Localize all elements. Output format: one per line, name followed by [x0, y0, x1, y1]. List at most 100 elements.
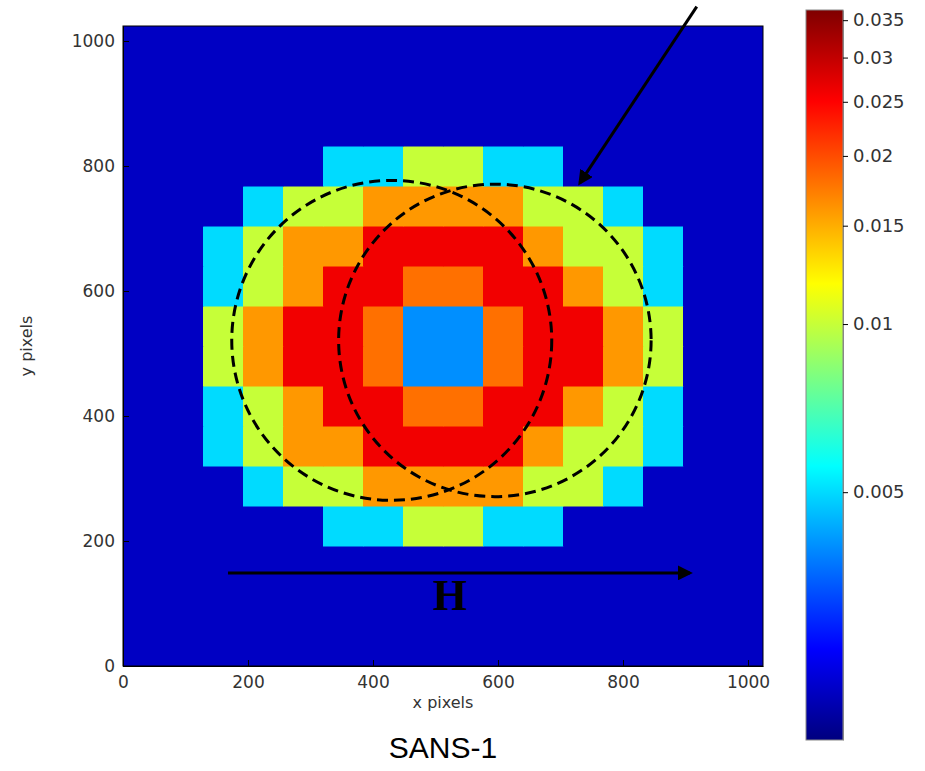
heatmap-cell [243, 26, 284, 67]
heatmap-cell [163, 586, 204, 627]
tick: 400 [83, 406, 129, 426]
heatmap-cell [363, 586, 404, 627]
heatmap-cell [723, 106, 763, 147]
heatmap-cell [403, 106, 444, 147]
heatmap-cell [323, 66, 364, 107]
tick: 0.015 [843, 215, 905, 236]
tick-mark [843, 58, 848, 59]
heatmap-cell [203, 586, 244, 627]
heatmap-cell [523, 346, 564, 387]
axis-line [843, 11, 844, 741]
tick-mark [843, 156, 848, 157]
tick-mark [498, 660, 499, 666]
heatmap-cell [123, 466, 164, 507]
heatmap-cell [123, 266, 164, 307]
annotation: H [433, 571, 467, 620]
heatmap-cell [283, 266, 324, 307]
heatmap-cell [523, 626, 564, 666]
heatmap-cell [283, 506, 324, 547]
heatmap-cell [203, 386, 244, 427]
heatmap-cell [323, 226, 364, 267]
heatmap-cell [723, 466, 763, 507]
heatmap-cell [163, 266, 204, 307]
tick-mark [843, 226, 848, 227]
heatmap-cell [603, 546, 644, 587]
heatmap-cell [483, 346, 524, 387]
heatmap-cell [483, 226, 524, 267]
x-axis-title: x pixels [413, 693, 474, 712]
heatmap-cell [483, 466, 524, 507]
tick: 0.02 [843, 145, 893, 166]
heatmap-cell [203, 306, 244, 347]
heatmap-cell [643, 66, 684, 107]
tick: 600 [482, 660, 514, 692]
heatmap-cell [523, 106, 564, 147]
heatmap-cell [643, 506, 684, 547]
tick-label: 1000 [72, 31, 115, 51]
heatmap-cell [403, 226, 444, 267]
heatmap-cell [403, 426, 444, 467]
heatmap-cell [363, 626, 404, 666]
heatmap-cell [483, 546, 524, 587]
heatmap-cell [683, 346, 724, 387]
heatmap-cell [523, 506, 564, 547]
heatmap-cells [123, 26, 763, 666]
heatmap-cell [323, 626, 364, 666]
heatmap-cell [563, 106, 604, 147]
heatmap-cell [603, 226, 644, 267]
heatmap-cell [723, 546, 763, 587]
heatmap-cell [563, 546, 604, 587]
heatmap-cell [723, 226, 763, 267]
tick-mark [123, 416, 129, 417]
heatmap-cell [243, 386, 284, 427]
heatmap-cell [323, 506, 364, 547]
heatmap-cell [283, 386, 324, 427]
heatmap-cell [283, 626, 324, 666]
heatmap-cell [123, 66, 164, 107]
heatmap-cell [523, 306, 564, 347]
heatmap-cell [443, 226, 484, 267]
heatmap-cell [163, 26, 204, 67]
heatmap-cell [643, 386, 684, 427]
tick-label: 400 [83, 406, 115, 426]
heatmap-cell [603, 626, 644, 666]
heatmap-cell [563, 586, 604, 627]
heatmap-cell [563, 386, 604, 427]
axis-line [123, 27, 124, 667]
heatmap-cell [643, 426, 684, 467]
heatmap-cell [163, 386, 204, 427]
tick: 0.03 [843, 47, 893, 68]
heatmap-cell [483, 186, 524, 227]
heatmap-cell [643, 546, 684, 587]
tick: 400 [357, 660, 389, 692]
heatmap-cell [163, 186, 204, 227]
heatmap-cell [123, 146, 164, 187]
heatmap-cell [723, 26, 763, 67]
heatmap-cell [683, 386, 724, 427]
heatmap-cell [203, 266, 244, 307]
heatmap-cell [123, 306, 164, 347]
heatmap-cell [363, 386, 404, 427]
heatmap-cell [443, 26, 484, 67]
heatmap-cell [203, 226, 244, 267]
heatmap-cell [363, 106, 404, 147]
heatmap-cell [483, 106, 524, 147]
heatmap-cell [283, 146, 324, 187]
heatmap-cell [723, 426, 763, 467]
tick-mark [843, 324, 848, 325]
heatmap-cell [363, 306, 404, 347]
heatmap-cell [603, 346, 644, 387]
heatmap-cell [603, 66, 644, 107]
heatmap-cell [163, 306, 204, 347]
heatmap-cell [603, 586, 644, 627]
heatmap-cell [443, 426, 484, 467]
chart: 0200400600800100002004006008001000x pixe… [0, 0, 925, 771]
colorbar [806, 10, 843, 740]
heatmap-cell [363, 26, 404, 67]
heatmap-cell [723, 306, 763, 347]
heatmap-cell [243, 506, 284, 547]
tick-mark [843, 20, 848, 21]
heatmap-cell [243, 346, 284, 387]
heatmap-cell [523, 466, 564, 507]
tick-label: 0.005 [853, 481, 905, 502]
